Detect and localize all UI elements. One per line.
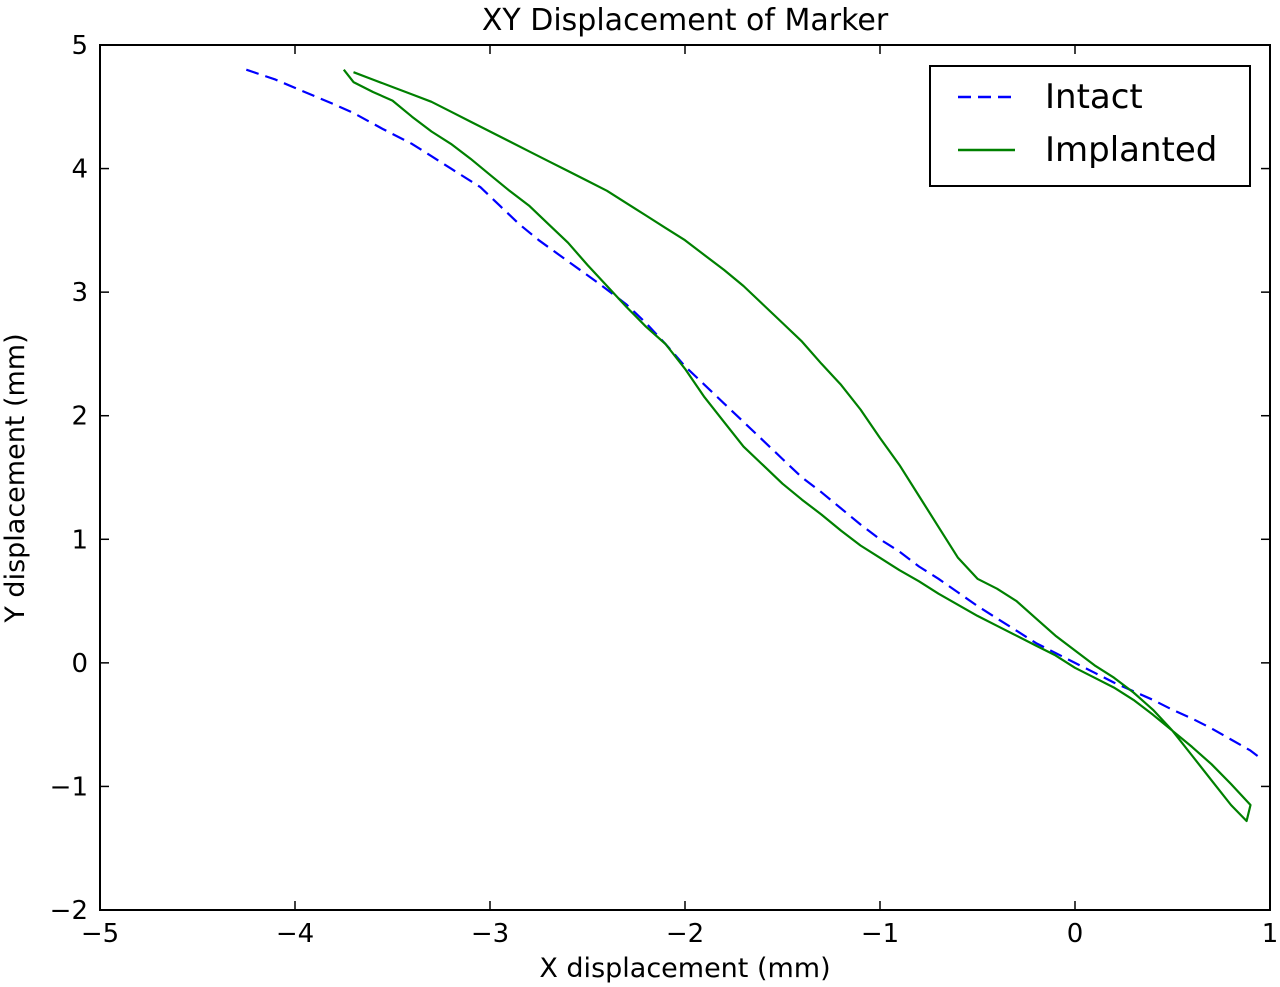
x-tick-label: −1 <box>861 919 899 949</box>
legend-label-intact: Intact <box>1045 77 1143 117</box>
series-line-intact <box>245 68 1261 759</box>
y-tick-label: −1 <box>50 772 88 802</box>
x-tick-label: 1 <box>1262 919 1279 949</box>
chart-title: XY Displacement of Marker <box>482 3 889 38</box>
y-axis-label: Y displacement (mm) <box>0 333 31 623</box>
y-tick-label: 2 <box>71 402 88 432</box>
y-tick-label: 4 <box>71 155 88 185</box>
x-tick-label: −3 <box>471 919 509 949</box>
y-tick-label: 3 <box>71 278 88 308</box>
legend: Intact Implanted <box>929 65 1251 187</box>
x-tick-label: −5 <box>81 919 119 949</box>
tick-layer: −5 −4 −3 −2 −1 0 1 −2 −1 0 1 2 3 4 5 <box>50 31 1279 949</box>
y-tick-label: 1 <box>71 525 88 555</box>
legend-label-implanted: Implanted <box>1045 130 1217 170</box>
series-line-implanted <box>342 69 1252 823</box>
y-tick-label: −2 <box>50 896 88 926</box>
series-layer <box>245 68 1261 823</box>
y-tick-label: 0 <box>71 649 88 679</box>
legend-box <box>929 65 1251 187</box>
x-axis-label: X displacement (mm) <box>539 953 830 984</box>
x-tick-label: −4 <box>276 919 314 949</box>
x-tick-label: −2 <box>666 919 704 949</box>
plot-frame <box>99 44 1271 911</box>
y-tick-label: 5 <box>71 31 88 61</box>
x-tick-label: 0 <box>1067 919 1084 949</box>
